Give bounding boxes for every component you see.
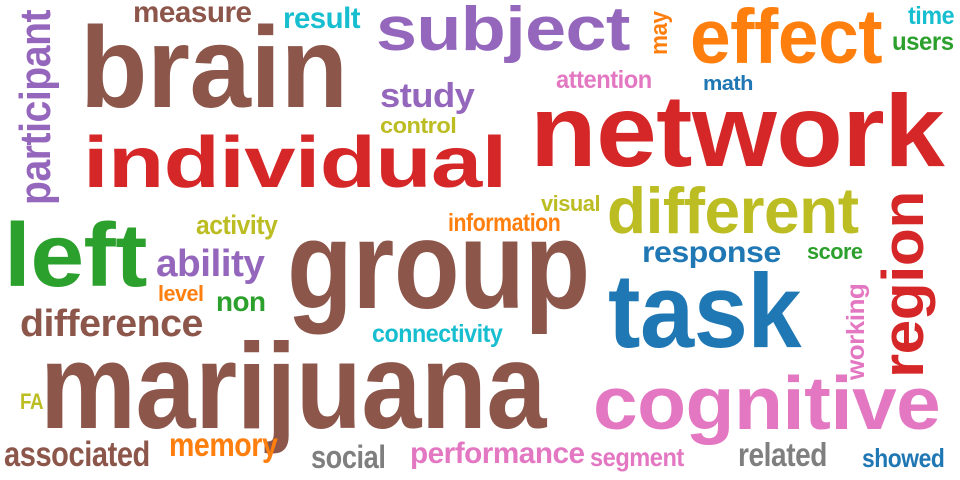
word-working: working	[842, 283, 870, 380]
word-study: study	[380, 77, 475, 116]
word-level: level	[158, 281, 204, 307]
word-network: network	[530, 73, 945, 188]
word-activity: activity	[196, 209, 278, 240]
word-marijuana: marijuana	[40, 318, 547, 455]
word-connectivity: connectivity	[372, 320, 503, 348]
word-difference: difference	[20, 302, 203, 345]
word-math: math	[703, 73, 753, 96]
word-participant: participant	[11, 9, 61, 205]
word-may: may	[646, 11, 674, 56]
word-visual: visual	[541, 191, 601, 217]
word-non: non	[216, 285, 266, 317]
word-brain: brain	[80, 3, 348, 132]
word-ability: ability	[156, 242, 265, 285]
word-social: social	[311, 439, 386, 476]
word-control: control	[380, 113, 457, 139]
word-time: time	[908, 2, 955, 30]
word-region: region	[871, 191, 937, 378]
word-showed: showed	[862, 442, 945, 473]
word-response: response	[642, 235, 781, 269]
word-effect: effect	[690, 0, 883, 80]
word-FA: FA	[20, 389, 44, 415]
word-result: result	[283, 1, 361, 35]
word-score: score	[807, 239, 863, 265]
word-associated: associated	[4, 435, 150, 475]
word-information: information	[448, 209, 561, 237]
word-attention: attention	[556, 66, 652, 94]
word-users: users	[892, 28, 954, 56]
word-performance: performance	[410, 436, 585, 470]
word-subject: subject	[376, 0, 630, 65]
word-related: related	[738, 436, 828, 474]
word-segment: segment	[590, 441, 684, 472]
word-different: different	[607, 173, 859, 247]
word-measure: measure	[133, 0, 252, 29]
word-task: task	[608, 252, 802, 370]
word-group: group	[287, 196, 590, 335]
word-left: left	[4, 205, 147, 306]
word-cognitive: cognitive	[593, 361, 941, 445]
word-individual: individual	[83, 123, 507, 204]
word-memory: memory	[169, 426, 278, 464]
